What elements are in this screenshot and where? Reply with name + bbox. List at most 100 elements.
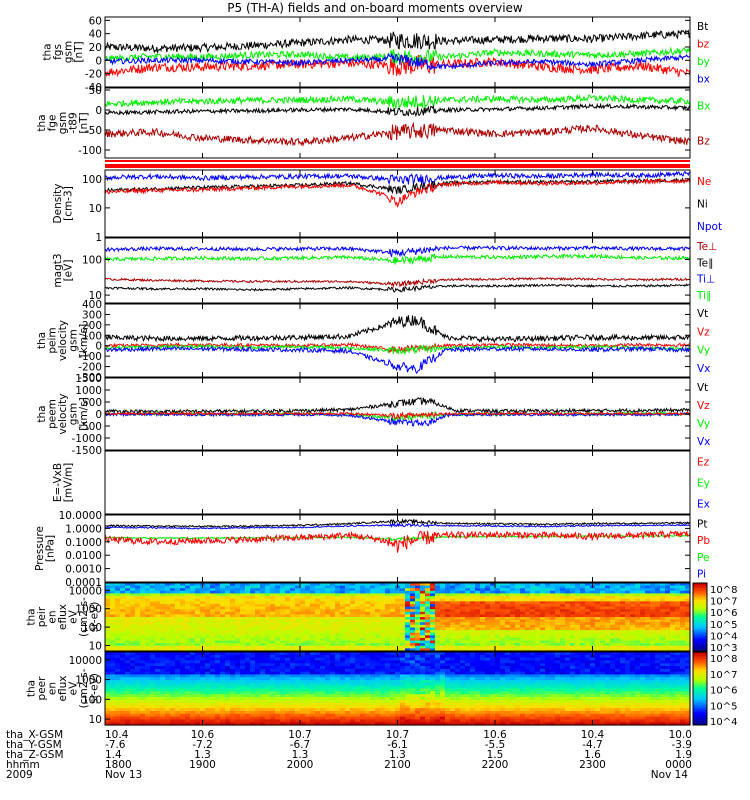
- y-tick-label: 0: [95, 55, 102, 67]
- footer-value: 10.0: [669, 729, 692, 741]
- y-axis-label-line: (cm2-s-: [78, 668, 90, 708]
- legend-Vt: Vt: [697, 382, 708, 394]
- y-tick-label: 60: [89, 15, 102, 27]
- series-layer: [105, 244, 690, 293]
- legend-Vx: Vx: [697, 363, 710, 375]
- y-tick-label: 10: [89, 203, 102, 215]
- legend-Pe: Pe: [697, 552, 709, 564]
- y-tick-label: 1: [95, 232, 102, 244]
- footer-value: 1800: [105, 759, 132, 771]
- series-Pi: [105, 522, 690, 530]
- series-layer: [105, 29, 690, 78]
- y-tick-label: 300: [82, 309, 102, 321]
- series-Vy: [105, 343, 690, 355]
- panel-frame: [104, 450, 691, 515]
- footer-value: Nov 13: [105, 769, 142, 781]
- footer-value: 1.6: [584, 749, 601, 761]
- y-axis-label-line: sr-eV): [89, 602, 101, 633]
- footer-value: 1.3: [389, 749, 406, 761]
- y-axis-label-line: tha: [41, 43, 53, 60]
- series-Pe: [105, 534, 690, 542]
- spectrogram-cells: [105, 652, 691, 726]
- legend-Te⊥: Te⊥: [696, 241, 717, 253]
- footer-value: -5.5: [485, 739, 506, 751]
- y-axis-label: E=-VxB[mV/m]: [52, 463, 75, 502]
- legend-Vy: Vy: [697, 418, 710, 430]
- panel-e-field: Ez Ey Ex E=-VxB[mV/m]: [52, 450, 710, 515]
- legend-Vz: Vz: [697, 400, 710, 412]
- y-tick-label: 100: [82, 174, 102, 186]
- panel-fge: 50 0 -50 -100 Bx Bz thafgegsm-t89[nT]: [36, 85, 710, 159]
- y-tick-label: 10.0000: [59, 510, 102, 522]
- y-axis-label-line: gsm: [68, 403, 80, 425]
- y-axis-label-line: [nT]: [73, 41, 85, 62]
- footer-value: Nov 14: [651, 769, 689, 781]
- y-axis-label-line: eV: [68, 681, 80, 695]
- y-axis-label-line: -t89: [68, 112, 80, 133]
- colorbar-frame: [692, 651, 708, 726]
- footer-value: -7.6: [105, 739, 126, 751]
- y-tick-label: 0: [95, 105, 102, 117]
- y-axis-label-line: peim: [47, 327, 59, 353]
- footer-row-label: tha_Y-GSM: [6, 739, 62, 751]
- legend-Pt: Pt: [697, 518, 707, 530]
- footer-value: 2100: [384, 759, 411, 771]
- y-tick-label: 100: [82, 330, 102, 342]
- y-axis-label: magt3[eV]: [52, 253, 75, 287]
- y-axis-label-line: tha: [36, 114, 48, 131]
- y-tick-label: -50: [85, 125, 102, 137]
- legend-bx: bx: [697, 73, 710, 85]
- y-tick-label: 200: [82, 320, 102, 332]
- colorbar-label: 10^6: [710, 608, 737, 619]
- series-layer: [105, 93, 690, 147]
- y-axis-label-line: en: [47, 682, 59, 695]
- y-tick-label: 0.0010: [65, 564, 102, 576]
- series-Vz: [105, 411, 690, 420]
- colorbar-label: 10^5: [710, 620, 737, 631]
- legend-by: by: [697, 56, 710, 68]
- colorbar-label: 10^4: [710, 717, 737, 728]
- y-axis-label-line: tha: [26, 608, 38, 625]
- legend-Vt: Vt: [697, 308, 708, 320]
- y-tick-label: 400: [82, 299, 102, 311]
- footer-row-label: 2009: [6, 769, 33, 781]
- y-axis-label-line: eflux: [57, 604, 69, 630]
- series-layer: [105, 170, 690, 208]
- panel-electron-spectrogram: 10000 1000 100 10 10^8 10^7 10^6 10^5 10^4 thapee…: [26, 651, 737, 728]
- panel-temperature: 100 10 Te⊥ Te∥ Ti⊥ Ti∥ magt3[eV]: [52, 237, 717, 304]
- y-tick-label: 0.1000: [65, 537, 102, 549]
- footer-value: -3.9: [672, 739, 693, 751]
- series-Ne: [105, 178, 690, 208]
- y-axis-label-line: sr-eV): [89, 673, 101, 704]
- y-tick-label: 10: [89, 290, 102, 302]
- y-tick-label: 0.0100: [65, 550, 102, 562]
- y-axis-label-line: fge: [47, 115, 59, 132]
- series-Ti∥: [105, 252, 690, 266]
- legend-Vy: Vy: [697, 345, 710, 357]
- legend-Ex: Ex: [697, 499, 710, 511]
- footer-value: 10.7: [288, 729, 311, 741]
- footer-value: -7.2: [192, 739, 213, 751]
- y-axis-label-line: en: [47, 610, 59, 623]
- footer-value: 10.6: [483, 729, 507, 741]
- panels-layer: 6040200-20-40Btbzbybxthafgsgsm[nT]500-50…: [26, 15, 738, 728]
- colorbar-label: 10^3: [710, 643, 737, 654]
- panel-ion-spectrogram: 10000 1000 100 10 10^810^710^610^510^410^3 th…: [26, 582, 737, 654]
- series-Te⊥: [105, 276, 690, 289]
- legend-Ti∥: Ti∥: [696, 290, 711, 302]
- series-layer: [105, 315, 690, 375]
- y-axis-label-line: velocity: [57, 320, 69, 361]
- legend-Ni: Ni: [697, 199, 708, 211]
- series-Bz: [105, 121, 690, 147]
- y-tick-label: -200: [78, 362, 102, 374]
- footer-row-label: tha_Z-GSM: [6, 749, 64, 761]
- y-tick-label: -20: [85, 69, 102, 81]
- y-axis-label-line: gsm: [68, 329, 80, 351]
- series-By: [105, 102, 690, 118]
- colorbar-label: 10^8: [710, 585, 737, 596]
- y-axis-label-line: [km/s]: [78, 397, 90, 431]
- y-axis-label-line: fgs: [52, 44, 64, 60]
- legend-Ey: Ey: [697, 478, 710, 490]
